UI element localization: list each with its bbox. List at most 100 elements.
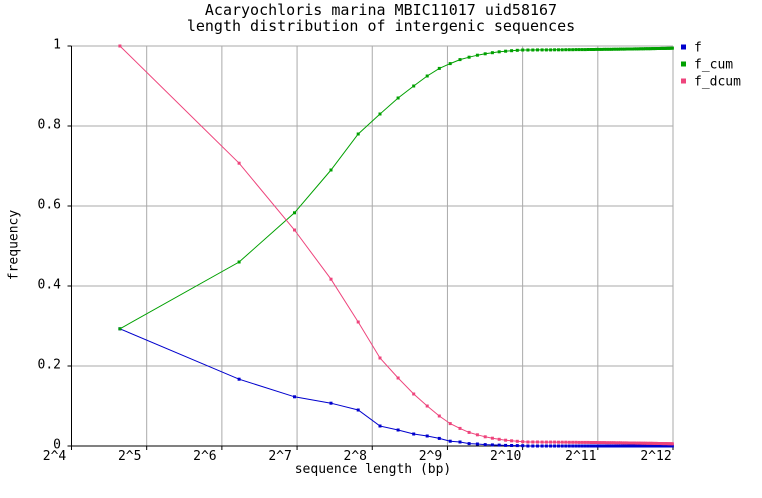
series-point-f_cum	[642, 47, 646, 51]
series-line-f_cum	[119, 47, 673, 330]
series-point-f_dcum	[636, 441, 640, 445]
series-point-f_dcum	[577, 440, 581, 444]
series-point-f	[574, 444, 578, 448]
chart-title-line1: Acaryochloris marina MBIC11017 uid58167	[204, 1, 558, 19]
series-point-f	[640, 444, 644, 448]
series-point-f	[378, 424, 382, 428]
series-point-f_cum	[605, 47, 609, 51]
series-point-f_cum	[602, 47, 606, 51]
series-point-f	[652, 444, 656, 448]
series-point-f_cum	[647, 47, 651, 51]
series-point-f_cum	[616, 47, 620, 51]
series-point-f	[526, 444, 530, 448]
chart-title-line2: length distribution of intergenic sequen…	[186, 17, 576, 35]
series-point-f_cum	[652, 47, 656, 51]
series-point-f_cum	[564, 48, 568, 52]
series-point-f_cum	[635, 47, 638, 51]
series-point-f_dcum	[635, 441, 638, 445]
series-point-f	[490, 443, 494, 447]
series-point-f_cum	[425, 74, 429, 78]
series-point-f_cum	[378, 112, 382, 116]
series-point-f_dcum	[643, 441, 647, 445]
series-point-f_dcum	[627, 441, 631, 445]
series-point-f	[625, 444, 629, 448]
series-point-f	[560, 444, 564, 448]
series-point-f_cum	[510, 49, 514, 53]
legend-marker-f	[681, 44, 686, 50]
series-point-f_dcum	[597, 441, 601, 445]
series-point-f_cum	[560, 48, 564, 52]
series-point-f_cum	[526, 48, 530, 52]
series-point-f_dcum	[356, 320, 360, 324]
series-point-f_cum	[448, 62, 452, 66]
series-point-f_dcum	[571, 440, 575, 444]
series-point-f_dcum	[536, 440, 539, 444]
series-point-f_dcum	[612, 441, 616, 445]
series-point-f	[425, 434, 429, 438]
series-point-f	[633, 444, 637, 448]
series-point-f	[627, 444, 631, 448]
series-point-f	[467, 442, 471, 446]
series-point-f	[437, 436, 441, 440]
series-point-f	[544, 444, 548, 448]
series-point-f_dcum	[437, 414, 441, 418]
series-point-f	[448, 439, 452, 443]
series-point-f	[536, 444, 539, 448]
series-point-f_dcum	[567, 440, 571, 444]
series-point-f_dcum	[642, 441, 646, 445]
series-point-f	[619, 444, 622, 448]
series-point-f_cum	[610, 47, 614, 51]
series-point-f_dcum	[631, 441, 635, 445]
series-point-f	[412, 432, 416, 436]
series-point-f	[475, 442, 479, 446]
series-point-f_cum	[118, 327, 122, 331]
series-point-f_cum	[557, 48, 560, 52]
y-tick-label: 1	[53, 38, 61, 53]
x-tick-label: 2^7	[268, 449, 291, 464]
series-point-f	[329, 401, 333, 405]
series-point-f	[293, 395, 296, 399]
series-point-f_dcum	[625, 441, 629, 445]
series-point-f_dcum	[586, 440, 590, 444]
series-point-f_dcum	[607, 441, 611, 445]
series-point-f_dcum	[610, 441, 614, 445]
series-point-f_cum	[612, 47, 616, 51]
series-point-f_dcum	[595, 441, 599, 444]
series-point-f_dcum	[467, 430, 471, 434]
y-axis-title: frequency	[6, 209, 22, 281]
series-point-f_dcum	[540, 440, 544, 444]
series-point-f	[616, 444, 620, 448]
series-point-f	[645, 444, 649, 448]
series-point-f_dcum	[378, 356, 382, 360]
x-tick-label: 2^12	[640, 449, 671, 464]
series-point-f_cum	[531, 48, 535, 52]
series-point-f_cum	[627, 47, 631, 51]
series-point-f_dcum	[616, 441, 620, 445]
series-point-f_dcum	[650, 441, 654, 445]
series-point-f_cum	[237, 260, 241, 264]
series-point-f_cum	[648, 47, 652, 51]
series-point-f	[610, 444, 614, 448]
legend-marker-f_cum	[681, 61, 686, 67]
series-point-f	[643, 444, 647, 448]
y-tick-label: 0.8	[38, 118, 61, 133]
series-point-f	[670, 444, 674, 448]
series-point-f_cum	[571, 48, 575, 52]
series-point-f_dcum	[531, 440, 535, 444]
x-tick-label: 2^8	[344, 449, 367, 464]
series-point-f	[647, 444, 651, 448]
series-point-f_dcum	[670, 442, 674, 446]
series-point-f_dcum	[645, 441, 649, 445]
series-point-f_cum	[549, 48, 553, 52]
series-point-f_cum	[396, 96, 400, 100]
series-point-f_cum	[597, 47, 601, 51]
series-point-f	[540, 444, 544, 448]
y-tick-label: 0.2	[38, 358, 61, 373]
series-point-f_cum	[600, 47, 604, 51]
series-point-f_dcum	[614, 441, 618, 445]
series-point-f_dcum	[600, 441, 604, 445]
x-tick-label: 2^11	[565, 449, 596, 464]
series-point-f	[629, 444, 633, 448]
series-point-f_cum	[521, 48, 525, 52]
